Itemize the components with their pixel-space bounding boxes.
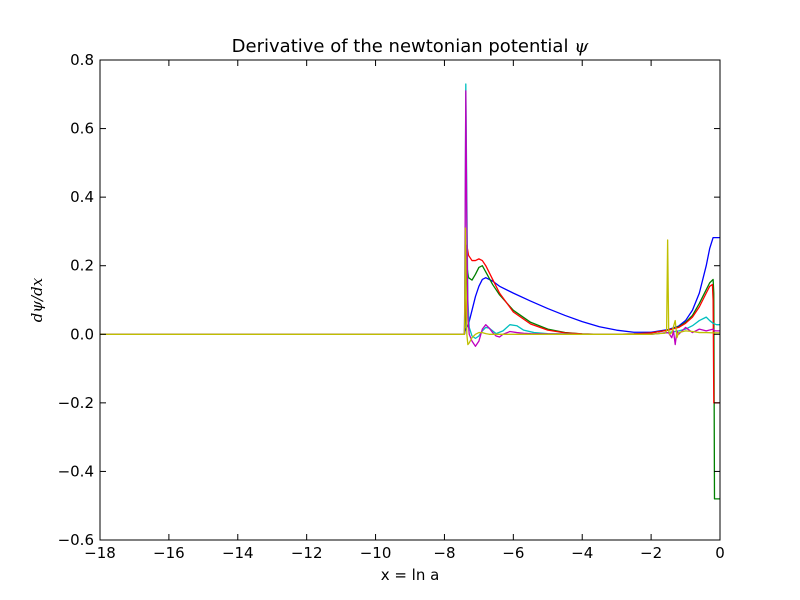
- y-axis-label: dψ/dx: [28, 277, 46, 322]
- chart-title: Derivative of the newtonian potential ψ: [232, 36, 590, 57]
- x-tick-label: −12: [291, 544, 323, 562]
- x-tick-label: −18: [84, 544, 116, 562]
- x-tick-label: 0: [715, 544, 725, 562]
- x-tick-label: −16: [153, 544, 185, 562]
- x-tick-label: −10: [360, 544, 392, 562]
- plot-area: [100, 60, 720, 540]
- x-tick-label: −14: [222, 544, 254, 562]
- y-tick-label: 0.2: [70, 257, 94, 275]
- x-tick-label: −8: [433, 544, 455, 562]
- chart-title-text: Derivative of the newtonian potential: [232, 36, 569, 57]
- y-axis-ticks: −0.6 −0.4 −0.2 0.0 0.2 0.4 0.6 0.8: [58, 51, 720, 549]
- y-tick-label: 0.0: [70, 325, 94, 343]
- chart-title-symbol: ψ: [574, 36, 589, 57]
- x-axis-ticks: −18 −16 −14 −12 −10 −8 −6 −4 −2 0: [84, 60, 725, 562]
- series-layer: [100, 83, 720, 500]
- series-line-4: [100, 83, 720, 340]
- series-line-1: [100, 236, 720, 335]
- series-line-3: [100, 244, 720, 404]
- x-tick-label: −6: [502, 544, 524, 562]
- y-tick-label: −0.2: [58, 394, 94, 412]
- y-tick-label: −0.4: [58, 462, 94, 480]
- y-tick-label: −0.6: [58, 531, 94, 549]
- x-axis-label: x = ln a: [381, 566, 440, 584]
- y-tick-label: 0.6: [70, 120, 94, 138]
- plot-frame: [99, 59, 721, 541]
- series-line-5: [100, 90, 720, 347]
- series-line-6: [100, 227, 720, 346]
- y-tick-label: 0.8: [70, 51, 94, 69]
- y-tick-label: 0.4: [70, 188, 94, 206]
- x-tick-label: −4: [571, 544, 593, 562]
- x-tick-label: −2: [640, 544, 662, 562]
